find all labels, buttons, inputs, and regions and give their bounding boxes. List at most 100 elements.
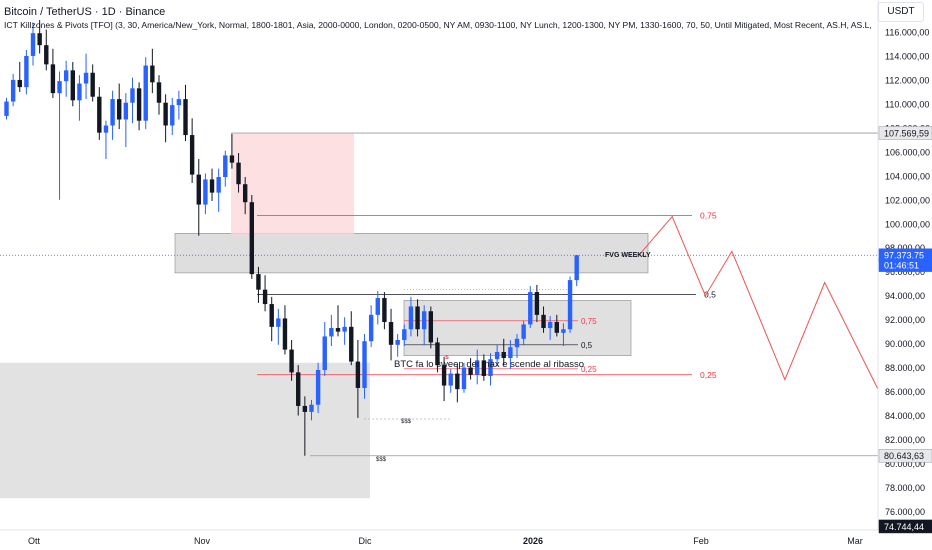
candle-body [355,361,361,388]
time-tick-label: Mar [847,536,863,546]
small-s-mark: s [445,354,449,361]
candle-body [296,372,301,406]
candle-body [481,360,487,376]
price-tag-label: 107.569,59 [884,129,929,139]
candle-body [150,65,155,83]
candle-body [547,322,553,329]
candle-body [163,102,168,126]
time-axis[interactable]: Ott Nov Dic 2026 Feb Mar [0,529,878,546]
candle-body [368,314,374,342]
candle-body [528,292,533,325]
candle-body [170,105,175,126]
candle-body [342,326,347,332]
candle-body [335,328,341,332]
candle-body [428,311,434,343]
candle-body [176,99,182,106]
candle-body [216,177,221,193]
zone-demand [0,362,370,499]
price-tick-label: 86.000,00 [885,387,925,397]
candle-body [488,359,493,376]
time-tick-label: Feb [693,536,709,546]
time-tick-label: Nov [194,536,211,546]
price-tick-label: 92.000,00 [885,315,925,325]
projection-path [638,215,912,456]
symbol-title[interactable]: Bitcoin / TetherUS · 1D · Binance [4,6,166,18]
time-tick-label: Dic [359,536,372,546]
candle-body [130,88,135,103]
candle-body [435,342,440,366]
candle-body [289,349,294,373]
candle-body [315,369,321,405]
fib-label: 0,5 [704,289,716,299]
candle-body [382,298,387,323]
annotations-layer: FVG WEEKLY BTC fa lo sweep dei max e scen… [364,252,651,463]
candle-body [421,311,427,330]
candle-body [322,336,327,370]
price-tag-box [878,448,932,463]
price-tick-label: 100.000,00 [885,219,930,229]
candle-body [475,360,480,375]
inner-fib-label: 0,5 [581,341,593,350]
price-tag-box [878,126,932,140]
price-tick-label: 114.000,00 [885,51,929,61]
price-tag-label: 80.643,63 [884,451,924,461]
candle-body [83,72,89,84]
candle-body [468,367,473,375]
candle-body [501,351,506,358]
candle-body [143,65,148,121]
candle-body [123,102,129,120]
indicator-legend[interactable]: ICT Killzones & Pivots [TFO] (3, 30, Ame… [4,20,872,30]
candle-body [541,314,546,329]
candle-body [209,179,215,193]
inner-fib-label: 0,25 [581,365,597,374]
time-tick-label: 2026 [523,536,543,546]
price-tick-label: 82.000,00 [885,435,925,445]
price-tick-label: 102.000,00 [885,195,930,205]
price-tick-label: 110.000,00 [885,99,929,109]
candle-body [249,202,255,275]
candle-body [17,79,22,88]
candle-body [282,318,288,350]
price-tag-box [878,258,932,272]
candle-body [309,404,314,412]
candle-body [70,70,75,101]
candle-body [415,306,420,330]
candle-body [4,101,9,116]
price-tag-label: 97.373,75 [884,251,924,261]
price-tick-label: 94.000,00 [885,291,925,301]
candle-body [229,155,235,163]
candle-body [521,324,526,339]
candle-body [24,55,29,88]
candle-body [362,341,367,388]
candle-body [236,162,241,185]
candle-body [183,99,188,136]
inner-fib-label: 0,75 [581,317,597,326]
candle-body [269,304,274,327]
liquidity-mark: $$$ [401,419,412,425]
price-tick-label: 76.000,00 [885,507,925,517]
price-axis[interactable]: 116.000,00 114.000,00 112.000,00 110.000,00… [877,0,932,550]
candle-body [189,135,195,175]
candle-body [455,373,460,390]
candle-body [57,81,62,94]
candle-body [242,184,248,203]
candle-body [534,292,540,315]
candle-body [574,255,579,281]
candle-body [494,351,500,360]
candle-body [37,33,42,46]
currency-button[interactable]: USDT [878,2,924,22]
candle-body [223,155,228,178]
price-tag-box [878,519,932,534]
candle-body [441,365,447,386]
candle-body [10,79,16,102]
zones-layer [0,133,649,499]
fib-label: 0,75 [700,210,717,220]
price-tick-label: 84.000,00 [885,411,925,421]
candle-body [44,45,49,65]
fib-label: 0,25 [700,370,717,380]
candle-body [63,70,69,82]
candles-layer [4,20,579,456]
candle-body [90,72,95,97]
candle-body [448,373,453,386]
